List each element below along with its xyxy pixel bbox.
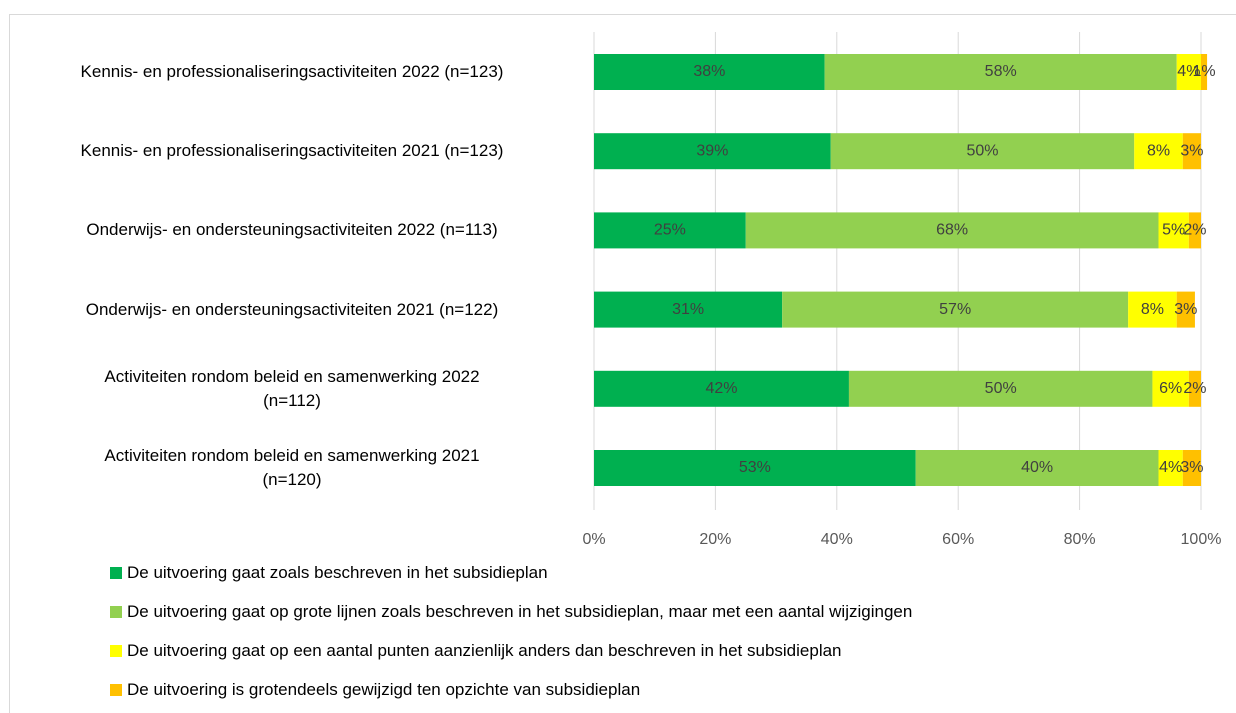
- x-tick-label: 80%: [1064, 531, 1096, 548]
- data-label: 42%: [705, 380, 737, 397]
- data-label: 68%: [936, 222, 968, 239]
- data-label: 50%: [985, 380, 1017, 397]
- bar-segment: [830, 133, 1135, 170]
- bar-segment: [1158, 450, 1183, 486]
- legend-item: De uitvoering is grotendeels gewijzigd t…: [110, 680, 640, 700]
- bar-segment: [1176, 291, 1195, 328]
- bar-segment: [848, 370, 1153, 407]
- legend-item: De uitvoering gaat op een aantal punten …: [110, 641, 842, 661]
- legend-item: De uitvoering gaat op grote lijnen zoals…: [110, 602, 912, 622]
- legend-label: De uitvoering gaat op grote lijnen zoals…: [127, 602, 913, 621]
- legend-swatch: [110, 606, 122, 618]
- data-label: 25%: [654, 222, 686, 239]
- y-tick-label: Kennis- en professionaliseringsactivitei…: [80, 62, 504, 81]
- y-tick-label: Onderwijs- en ondersteuningsactiviteiten…: [86, 220, 498, 240]
- data-label: 2%: [1183, 222, 1206, 239]
- data-label: 1%: [1192, 63, 1215, 80]
- legend-swatch: [110, 567, 122, 579]
- data-label: 31%: [672, 301, 704, 318]
- bar-segment: [1182, 133, 1201, 170]
- data-label: 2%: [1183, 380, 1206, 397]
- data-label: 6%: [1159, 380, 1182, 397]
- legend-label: De uitvoering is grotendeels gewijzigd t…: [127, 680, 641, 699]
- data-label: 58%: [985, 63, 1017, 80]
- bar-segment: [594, 133, 831, 170]
- y-tick-label: Kennis- en professionaliseringsactivitei…: [80, 141, 504, 161]
- x-tick-label: 40%: [821, 531, 853, 548]
- bar-segment: [782, 291, 1129, 328]
- data-label: 53%: [739, 459, 771, 476]
- chart-frame: [9, 14, 1236, 713]
- bar-segment: [745, 212, 1159, 249]
- bar-segment: [1128, 291, 1177, 328]
- x-tick-label: 60%: [942, 531, 974, 548]
- data-label: 38%: [693, 63, 725, 80]
- data-label: 3%: [1174, 301, 1197, 318]
- legend-swatch: [110, 684, 122, 696]
- bar-segment: [1134, 133, 1183, 170]
- data-label: 39%: [696, 142, 728, 159]
- x-tick-label: 0%: [582, 531, 605, 548]
- bar-segment: [915, 450, 1159, 486]
- bar-segment: [1176, 54, 1201, 90]
- data-label: 8%: [1147, 142, 1170, 159]
- bar-segment: [1152, 370, 1189, 407]
- legend-label: De uitvoering gaat zoals beschreven in h…: [127, 563, 548, 582]
- data-label: 3%: [1180, 459, 1203, 476]
- data-label: 3%: [1180, 142, 1203, 159]
- x-tick-label: 100%: [1181, 531, 1222, 548]
- data-label: 4%: [1177, 63, 1200, 80]
- y-tick-label: Activiteiten rondom beleid en samenwerki…: [104, 446, 480, 489]
- bar-segment: [594, 212, 746, 249]
- bar-segment: [1188, 370, 1201, 407]
- data-label: 8%: [1141, 301, 1164, 318]
- legend-item: De uitvoering gaat zoals beschreven in h…: [110, 563, 548, 583]
- bar-segment: [824, 54, 1177, 90]
- y-tick-label: Onderwijs- en ondersteuningsactiviteiten…: [85, 299, 499, 319]
- data-label: 4%: [1159, 459, 1182, 476]
- data-label: 50%: [966, 142, 998, 159]
- bar-segment: [1201, 54, 1208, 90]
- bar-segment: [594, 370, 849, 407]
- bar-segment: [1188, 212, 1201, 249]
- bar-segment: [594, 291, 783, 328]
- legend-swatch: [110, 645, 122, 657]
- bar-segment: [1182, 450, 1201, 486]
- data-label: 5%: [1162, 222, 1185, 239]
- bar-segment: [1158, 212, 1189, 249]
- data-label: 57%: [939, 301, 971, 318]
- x-tick-label: 20%: [699, 531, 731, 548]
- data-label: 40%: [1021, 459, 1053, 476]
- bar-segment: [594, 450, 916, 486]
- bar-segment: [594, 54, 825, 90]
- legend-label: De uitvoering gaat op een aantal punten …: [127, 641, 842, 660]
- y-tick-label: Activiteiten rondom beleid en samenwerki…: [104, 366, 480, 410]
